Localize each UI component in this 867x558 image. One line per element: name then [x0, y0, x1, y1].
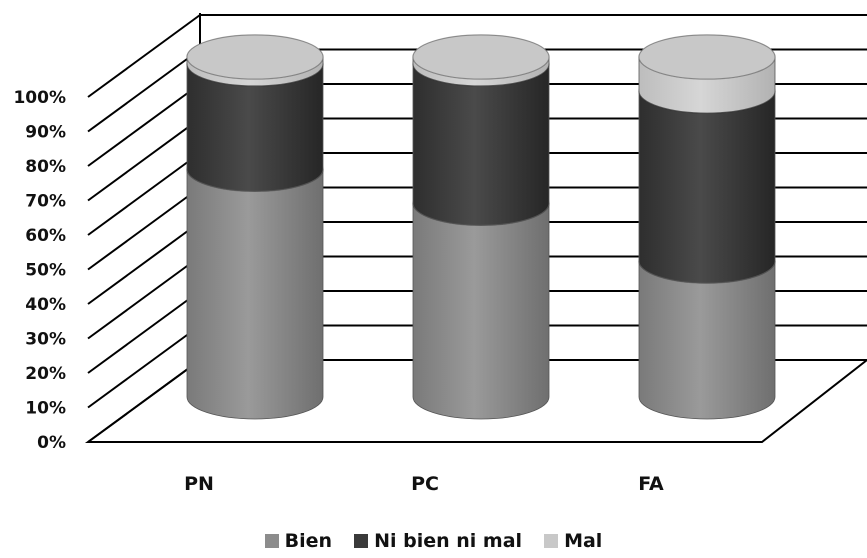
- y-axis-ticks: 0% 10% 20% 30% 40% 50% 60% 70% 80% 90% 100%: [13, 88, 66, 453]
- gridline-side: [87, 324, 201, 409]
- legend-swatch-ni-bien-ni-mal: [354, 534, 369, 548]
- y-tick-label: 30%: [25, 330, 66, 350]
- x-category-pn: PN: [184, 473, 214, 495]
- gridline-side: [87, 359, 201, 443]
- y-tick-label: 40%: [25, 295, 66, 315]
- legend-label-bien: Bien: [284, 530, 333, 552]
- legend-item-mal: Mal: [544, 530, 602, 552]
- chart: 0% 10% 20% 30% 40% 50% 60% 70% 80% 90% 100% PN PC FA: [13, 13, 867, 495]
- bar-pc-ni-bien-ni-mal: [412, 63, 550, 226]
- y-tick-label: 70%: [25, 192, 66, 212]
- bar-pn-bien: [186, 169, 324, 420]
- x-category-pc: PC: [411, 473, 439, 495]
- bar-pc-bien: [412, 203, 550, 420]
- y-tick-label: 0%: [37, 433, 66, 453]
- legend-swatch-mal: [544, 534, 559, 548]
- bar-fa-bien: [638, 260, 776, 420]
- bars: [186, 34, 776, 420]
- gridline-side: [87, 290, 201, 374]
- legend-item-bien: Bien: [264, 530, 333, 552]
- legend-item-ni-bien-ni-mal: Ni bien ni mal: [354, 530, 522, 552]
- gridline-side: [87, 48, 201, 133]
- gridline-side: [87, 117, 201, 202]
- legend-label-mal: Mal: [564, 530, 603, 552]
- y-tick-label: 100%: [13, 88, 66, 108]
- y-tick-label: 10%: [25, 399, 66, 419]
- gridline-side: [87, 221, 201, 305]
- gridline-side: [87, 152, 201, 236]
- x-axis-categories: PN PC FA: [184, 473, 664, 495]
- bar-top-cap-pc: [412, 34, 550, 80]
- legend-label-ni-bien-ni-mal: Ni bien ni mal: [374, 530, 523, 552]
- y-tick-label: 90%: [25, 123, 66, 143]
- legend: Bien Ni bien ni mal Mal: [0, 530, 867, 552]
- y-tick-label: 20%: [25, 364, 66, 384]
- gridline-side: [87, 14, 201, 98]
- y-tick-label: 80%: [25, 157, 66, 177]
- gridline-side: [87, 83, 201, 167]
- gridline-side: [87, 255, 201, 340]
- bar-fa-ni-bien-ni-mal: [638, 90, 776, 284]
- bar-top-cap-pn: [186, 34, 324, 80]
- y-tick-label: 50%: [25, 261, 66, 281]
- legend-swatch-bien: [264, 534, 279, 548]
- gridline-side: [87, 186, 201, 271]
- y-tick-label: 60%: [25, 226, 66, 246]
- x-category-fa: FA: [638, 473, 664, 495]
- bar-top-cap-fa: [638, 34, 776, 80]
